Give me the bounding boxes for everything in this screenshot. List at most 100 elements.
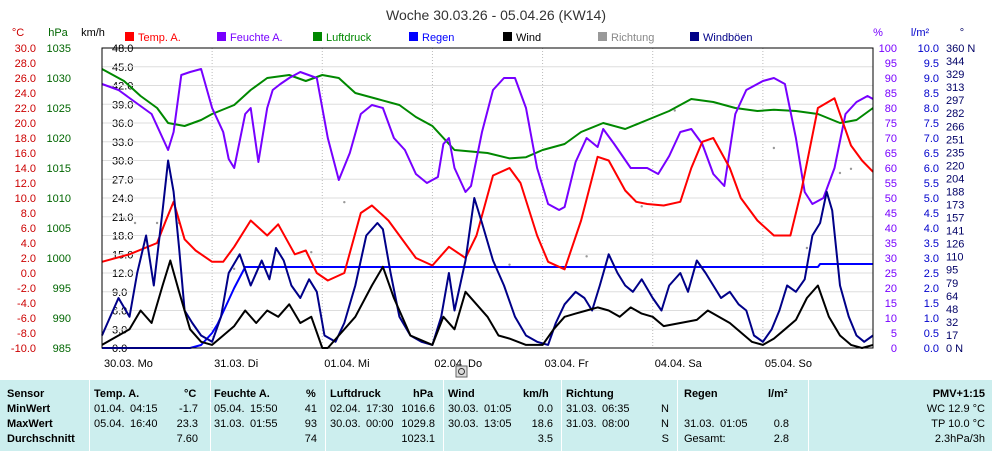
tick-rain-10: 5.0 [924, 193, 939, 205]
tick-press-9: 990 [53, 313, 71, 325]
wind-avg: 3.5 [537, 433, 553, 445]
legend-swatch-1 [217, 32, 226, 41]
legend-label-5: Richtung [611, 32, 654, 44]
press-min-val: 1016.6 [401, 403, 435, 415]
tick-temp-19: -8.0 [17, 328, 36, 340]
tick-rain-19: 0.5 [924, 328, 939, 340]
stats-table: Sensor MinWert MaxWert Durchschnitt Temp… [0, 380, 992, 451]
tick-rain-13: 3.5 [924, 238, 939, 250]
direction-point [772, 146, 776, 150]
tick-temp-7: 16.0 [15, 148, 36, 160]
tick-hum-19: 5 [891, 328, 897, 340]
scroll-handle-icon[interactable] [455, 365, 468, 378]
tick-temp-1: 28.0 [15, 58, 36, 70]
tick-rain-20: 0.0 [924, 343, 939, 355]
wind-min-date: 30.03. [448, 403, 479, 415]
tick-temp-18: -6.0 [17, 313, 36, 325]
series-regen [102, 263, 873, 349]
row-label-avg: Durchschnitt [7, 433, 75, 445]
tick-rain-3: 8.5 [924, 88, 939, 100]
tick-temp-8: 14.0 [15, 163, 36, 175]
tick-temp-10: 10.0 [15, 193, 36, 205]
legend-label-0: Temp. A. [138, 32, 181, 44]
tick-press-1: 1030 [47, 73, 71, 85]
weather-chart: Woche 30.03.26 - 05.04.26 (KW14) °C hPa km… [11, 7, 975, 378]
tick-dir-4: 297 [946, 95, 964, 107]
rain-max-date: 31.03. [684, 418, 715, 430]
wind-min-val: 0.0 [537, 403, 553, 415]
tick-wind-13: 9.0 [112, 287, 127, 299]
tick-rain-2: 9.0 [924, 73, 939, 85]
rain-total-label: Gesamt: [684, 433, 726, 445]
tick-press-0: 1035 [47, 43, 71, 55]
tick-temp-17: -4.0 [17, 298, 36, 310]
legend-label-2: Luftdruck [326, 32, 372, 44]
tick-wind-9: 21.0 [112, 212, 133, 224]
direction-point [343, 200, 346, 204]
day-label-4: 03.04. Fr [545, 358, 589, 370]
dir-max-val: N [661, 418, 669, 430]
tick-dir-13: 157 [946, 213, 964, 225]
pmv-trend: 2.3hPa/3h [934, 433, 985, 445]
press-max-date: 30.03. [330, 418, 361, 430]
legend-label-3: Regen [422, 32, 454, 44]
press-min-date: 02.04. [330, 403, 361, 415]
wind-unit: km/h [523, 388, 549, 400]
pmv-tp: TP 10.0 °C [931, 418, 985, 430]
wind-header: Wind [448, 388, 475, 400]
hum-header: Feuchte A. [214, 388, 270, 400]
tick-dir-0: 360 N [946, 43, 975, 55]
tick-hum-0: 100 [879, 43, 897, 55]
tick-press-2: 1025 [47, 103, 71, 115]
tick-hum-10: 50 [885, 193, 897, 205]
tick-dir-1: 344 [946, 56, 964, 68]
tick-dir-23: 0 N [946, 343, 963, 355]
direction-point [585, 255, 588, 258]
rain-unit: l/m² [768, 388, 788, 400]
axis-unit-press: hPa [48, 27, 68, 39]
dir-avg: S [661, 433, 669, 445]
chart-title: Woche 30.03.26 - 05.04.26 (KW14) [386, 7, 606, 23]
temp-max-val: 23.3 [176, 418, 198, 430]
tick-hum-7: 65 [885, 148, 897, 160]
rain-total-val: 2.8 [773, 433, 789, 445]
series-windb-en [101, 159, 874, 346]
tick-hum-18: 10 [885, 313, 897, 325]
tick-press-8: 995 [53, 283, 71, 295]
tick-wind-1: 45.0 [112, 62, 133, 74]
tick-hum-3: 85 [885, 88, 897, 100]
press-unit: hPa [413, 388, 434, 400]
tick-rain-8: 6.0 [924, 163, 939, 175]
tick-dir-11: 188 [946, 186, 964, 198]
tick-hum-16: 20 [885, 283, 897, 295]
tick-hum-6: 70 [885, 133, 897, 145]
tick-temp-12: 6.0 [21, 223, 36, 235]
tick-hum-20: 0 [891, 343, 897, 355]
tick-press-6: 1005 [47, 223, 71, 235]
tick-wind-7: 27.0 [112, 174, 133, 186]
direction-point [310, 250, 313, 254]
direction-point [122, 217, 126, 221]
hum-max-time: 01:55 [250, 418, 278, 430]
tick-hum-15: 25 [885, 268, 897, 280]
legend-swatch-5 [598, 32, 607, 41]
tick-dir-17: 95 [946, 265, 958, 277]
row-label-min: MinWert [7, 403, 51, 415]
tick-dir-9: 220 [946, 160, 964, 172]
series-wind [101, 259, 874, 349]
tick-dir-5: 282 [946, 108, 964, 120]
tick-rain-18: 1.0 [924, 313, 939, 325]
legend-swatch-0 [125, 32, 134, 41]
tick-wind-4: 36.0 [112, 118, 133, 130]
day-label-6: 05.04. So [765, 358, 812, 370]
tick-temp-11: 8.0 [21, 208, 36, 220]
sensor-header: Sensor [7, 388, 45, 400]
legend-label-1: Feuchte A. [230, 32, 283, 44]
tick-press-5: 1010 [47, 193, 71, 205]
temp-min-date: 01.04. [94, 403, 125, 415]
tick-press-10: 985 [53, 343, 71, 355]
tick-dir-2: 329 [946, 69, 964, 81]
press-avg: 1023.1 [401, 433, 435, 445]
tick-wind-6: 30.0 [112, 156, 133, 168]
axis-unit-dir: ° [960, 27, 964, 39]
